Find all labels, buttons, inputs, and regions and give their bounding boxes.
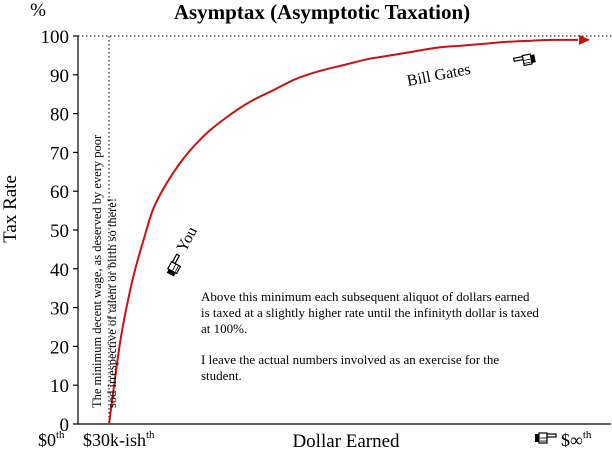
bill-gates-callout: Bill Gates [406, 52, 537, 90]
explanation-paragraph-1: Above this minimum each subsequent aliqu… [201, 289, 539, 336]
y-tick-label: 90 [50, 66, 69, 87]
y-axis-label: Tax Rate [0, 175, 21, 243]
you-label: You [174, 224, 201, 255]
y-tick-label: 50 [50, 221, 69, 242]
x-tick-infinity-sup: th [583, 429, 592, 441]
minimum-wage-note-line-2: sod irrespective of talent or birth so t… [105, 198, 119, 408]
x-tick-zero: $0th [38, 429, 65, 450]
bill-gates-label: Bill Gates [406, 61, 472, 90]
y-tick-label: 40 [50, 260, 69, 281]
x-tick-minimum-sup: th [146, 429, 155, 441]
y-tick-label: 10 [50, 376, 69, 397]
minimum-wage-note-line-1: The minimum decent wage, as deserved by … [90, 134, 104, 408]
you-callout: You [165, 224, 201, 278]
explanation-paragraph-2: I leave the actual numbers involved as a… [201, 352, 500, 383]
y-tick-label: 60 [50, 182, 69, 203]
series-group [108, 34, 590, 425]
chart-title: Asymptax (Asymptotic Taxation) [174, 0, 470, 24]
you-hand-icon [165, 253, 186, 278]
x-tick-zero-sup: th [56, 429, 65, 441]
y-ticks: 0 10 20 30 40 50 60 70 80 90 100 [41, 27, 78, 436]
tax-rate-curve [108, 38, 579, 425]
x-tick-zero-label: $0 [38, 430, 56, 450]
explanation-note: Above this minimum each subsequent aliqu… [201, 289, 541, 399]
x-axis-label: Dollar Earned [292, 431, 400, 452]
y-tick-label: 20 [50, 337, 69, 358]
curve-arrowhead [579, 34, 590, 45]
y-tick-label: 80 [50, 105, 69, 126]
x-ticks: $0th $30k-ishth $∞th [38, 429, 592, 450]
bill-gates-hand-icon [512, 52, 537, 68]
x-tick-minimum-label: $30k-ish [83, 430, 146, 450]
x-tick-infinity-hand-icon [534, 432, 557, 444]
x-tick-minimum: $30k-ishth [83, 429, 155, 450]
y-unit-label: % [30, 0, 46, 21]
y-tick-label: 0 [60, 415, 70, 436]
y-tick-label: 30 [50, 299, 69, 320]
y-tick-label: 70 [50, 143, 69, 164]
x-tick-infinity: $∞th [561, 429, 592, 450]
minimum-wage-note: The minimum decent wage, as deserved by … [90, 132, 119, 408]
y-tick-label: 100 [41, 27, 70, 48]
x-tick-infinity-label: $∞ [561, 430, 583, 450]
